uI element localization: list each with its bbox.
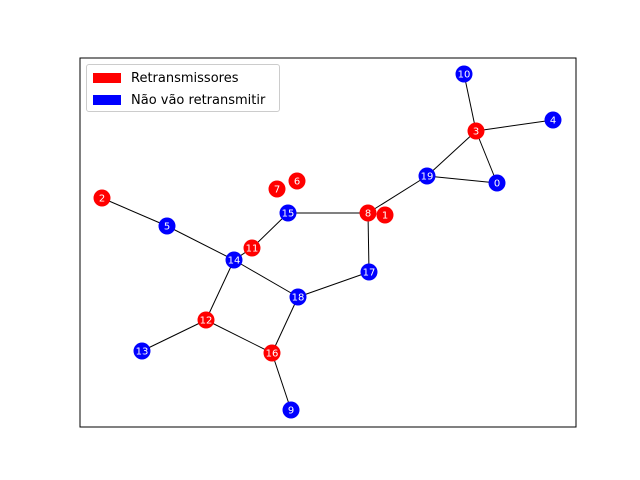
edge-18-16 [271,296,299,354]
edge-12-16 [205,319,273,354]
legend-label: Retransmissores [131,70,239,86]
node-label-18: 18 [292,293,305,304]
legend-swatch-red [93,73,121,83]
edge-8-17 [367,212,370,273]
node-9 [282,401,300,419]
graph-edges [101,73,554,411]
node-label-7: 7 [274,185,280,196]
node-16 [263,344,281,362]
node-6 [288,172,306,190]
node-19 [418,167,436,185]
edge-19-8 [367,175,428,214]
node-14 [225,251,243,269]
node-label-15: 15 [282,209,295,220]
edge-14-12 [205,259,235,321]
node-13 [133,342,151,360]
node-label-13: 13 [136,347,149,358]
node-label-6: 6 [294,177,300,188]
node-label-2: 2 [99,194,105,205]
node-label-1: 1 [382,211,388,222]
edge-3-4 [475,119,554,132]
node-3 [467,122,485,140]
edge-16-9 [271,352,292,411]
legend-label: Não vão retransmitir [131,92,266,108]
node-5 [158,217,176,235]
legend-item-retransmissores: Retransmissores [93,69,238,87]
node-label-10: 10 [458,70,471,81]
legend-item-nao-retransmitir: Não vão retransmitir [93,91,265,109]
edge-3-19 [426,130,477,177]
edge-14-18 [233,259,299,298]
node-4 [544,111,562,129]
node-label-0: 0 [494,179,500,190]
node-8 [359,204,377,222]
node-1 [376,206,394,224]
node-label-14: 14 [228,256,241,267]
node-18 [289,288,307,306]
edge-12-13 [141,319,207,352]
edge-19-0 [426,175,498,184]
node-label-4: 4 [550,116,556,127]
node-label-8: 8 [365,209,371,220]
node-label-5: 5 [164,222,170,233]
node-label-16: 16 [266,349,279,360]
node-label-12: 12 [200,316,213,327]
node-12 [197,311,215,329]
edge-3-0 [475,130,498,184]
node-17 [360,263,378,281]
node-11 [243,239,261,257]
node-7 [268,180,286,198]
node-0 [488,174,506,192]
edge-5-14 [166,225,235,261]
node-15 [279,204,297,222]
node-10 [455,65,473,83]
edge-10-3 [463,73,477,132]
node-label-17: 17 [363,268,376,279]
legend: Retransmissores Não vão retransmitir [86,64,280,112]
plot-frame [79,57,577,428]
node-label-19: 19 [421,172,434,183]
node-2 [93,189,111,207]
node-label-11: 11 [246,244,259,255]
node-label-9: 9 [288,406,294,417]
node-label-3: 3 [473,127,479,138]
edge-2-5 [101,197,168,227]
edge-17-18 [297,271,370,298]
legend-swatch-blue [93,95,121,105]
